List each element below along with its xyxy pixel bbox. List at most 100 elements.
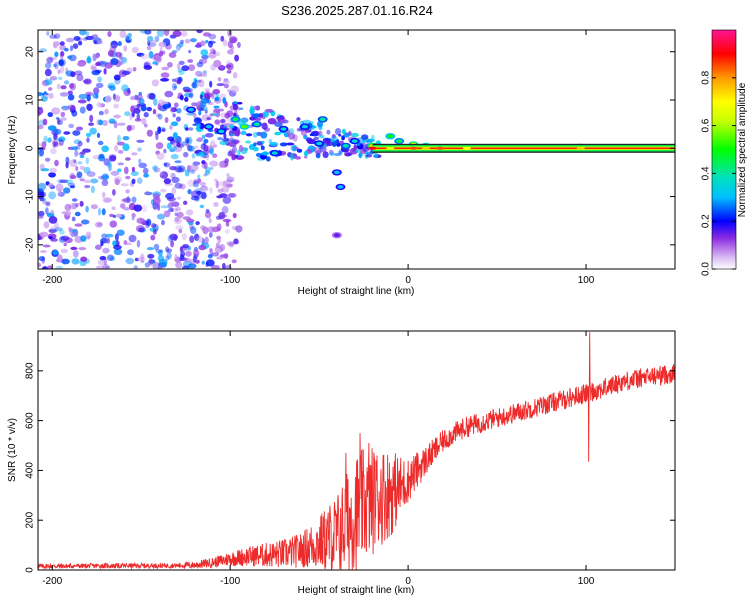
- spectrogram-x-tick-label: -200: [42, 275, 62, 286]
- spectrogram-speckle: [88, 122, 94, 126]
- spectrogram-speckle: [294, 156, 302, 160]
- spectrogram-speckle: [158, 258, 168, 266]
- spectrogram-speckle: [185, 139, 190, 144]
- spectrogram-speckle: [71, 110, 78, 117]
- spectrogram-speckle: [190, 190, 200, 198]
- spectrogram-speckle: [266, 109, 274, 113]
- spectrogram-speckle: [195, 124, 201, 127]
- spectrogram-speckle: [124, 242, 132, 246]
- spectrogram-feature: [188, 107, 194, 112]
- spectrogram-speckle: [48, 183, 54, 188]
- spectrogram-speckle: [169, 125, 173, 130]
- spectrogram-speckle: [186, 218, 195, 223]
- spectrogram-speckle: [77, 140, 83, 147]
- spectrogram-speckle: [151, 53, 161, 62]
- spectrogram-speckle: [38, 91, 43, 97]
- spectrogram-speckle: [116, 134, 121, 143]
- spectrogram-speckle: [313, 136, 320, 141]
- spectrogram-speckle: [180, 250, 186, 258]
- spectrogram-speckle: [122, 143, 130, 151]
- spectrogram-speckle: [156, 30, 165, 37]
- spectrogram-speckle: [200, 49, 209, 56]
- spectrogram-speckle: [77, 161, 83, 165]
- spectrogram-speckle: [153, 98, 158, 106]
- spectrogram-speckle: [179, 246, 183, 253]
- spectrogram-speckle: [157, 113, 163, 120]
- spectrogram-speckle: [45, 202, 51, 207]
- spectrogram-speckle: [56, 254, 63, 262]
- spectrogram-speckle: [162, 103, 172, 109]
- spectrogram-speckle: [40, 168, 50, 172]
- spectrogram-speckle: [343, 132, 350, 138]
- spectrogram-speckle: [193, 78, 197, 83]
- spectrogram-speckle: [98, 155, 106, 162]
- spectrogram-speckle: [156, 152, 165, 160]
- spectrogram-speckle: [188, 64, 196, 71]
- spectrogram-speckle: [101, 208, 106, 216]
- spectrogram-speckle: [108, 118, 116, 124]
- spectrogram-speckle: [134, 118, 142, 122]
- spectrogram-speckle: [100, 175, 105, 181]
- spectrogram-speckle: [60, 117, 67, 121]
- spectrogram-speckle: [96, 102, 103, 108]
- spectrogram-speckle: [101, 179, 109, 186]
- spectrogram-speckle: [125, 175, 131, 180]
- spectrogram-speckle: [144, 262, 150, 268]
- spectrogram-speckle: [169, 200, 174, 205]
- spectrogram-speckle: [202, 70, 207, 75]
- spectrogram-speckle: [48, 216, 58, 224]
- spectrogram-speckle: [70, 71, 76, 78]
- spectrogram-speckle: [199, 204, 205, 209]
- spectrogram-speckle: [208, 217, 212, 224]
- spectrogram-speckle: [96, 40, 103, 45]
- spectrogram-speckle: [219, 243, 226, 252]
- spectrogram-speckle: [137, 177, 143, 184]
- spectrogram-speckle: [338, 134, 342, 137]
- spectrogram-speckle: [176, 63, 181, 70]
- spectrogram-speckle: [95, 244, 102, 250]
- spectrogram-speckle: [148, 92, 156, 100]
- spectrogram-speckle: [322, 151, 329, 159]
- spectrogram-speckle: [141, 118, 147, 125]
- spectrogram-speckle: [70, 246, 77, 250]
- spectrogram-speckle: [48, 236, 53, 240]
- spectrogram-speckle: [146, 35, 154, 42]
- spectrogram-speckle: [212, 153, 218, 158]
- spectrogram-speckle: [221, 205, 229, 214]
- spectrogram-speckle: [97, 140, 104, 146]
- spectrogram-speckle: [54, 51, 59, 58]
- spectrogram-speckle: [334, 128, 342, 136]
- spectrogram-speckle: [86, 57, 92, 64]
- spectrogram-x-tick-label: 0: [405, 275, 411, 286]
- spectrogram-speckle: [147, 40, 151, 46]
- spectrogram-speckle: [285, 142, 295, 146]
- spectrogram-speckle: [130, 96, 135, 101]
- spectrogram-speckle: [120, 203, 126, 209]
- spectrogram-speckle: [83, 78, 92, 85]
- spectrogram-y-tick-label: -20: [25, 237, 36, 252]
- spectrogram-speckle: [215, 242, 220, 249]
- spectrogram-speckle: [103, 158, 111, 166]
- spectrogram-feature: [387, 134, 394, 138]
- carrier-hotspot: [421, 146, 430, 150]
- spectrogram-speckle: [153, 165, 159, 173]
- spectrogram-speckle: [53, 33, 61, 39]
- spectrogram-speckle: [124, 166, 129, 175]
- spectrogram-speckle: [102, 247, 110, 254]
- spectrogram-speckle: [102, 263, 109, 269]
- spectrogram-speckle: [137, 256, 146, 262]
- spectrogram-speckle: [122, 197, 132, 204]
- spectrogram-speckle: [177, 211, 184, 218]
- spectrogram-speckle: [205, 39, 209, 44]
- spectrogram-speckle: [173, 145, 183, 153]
- spectrogram-speckle: [136, 239, 141, 248]
- spectrogram-speckle: [58, 138, 64, 146]
- spectrogram-speckle: [168, 52, 177, 58]
- spectrogram-speckle: [44, 68, 52, 77]
- spectrogram-speckle: [153, 167, 161, 173]
- spectrogram-speckle: [60, 248, 69, 254]
- spectrogram-speckle: [209, 248, 213, 253]
- spectrogram-speckle: [219, 140, 229, 146]
- spectrogram-speckle: [94, 69, 102, 74]
- spectrogram-speckle: [166, 142, 172, 150]
